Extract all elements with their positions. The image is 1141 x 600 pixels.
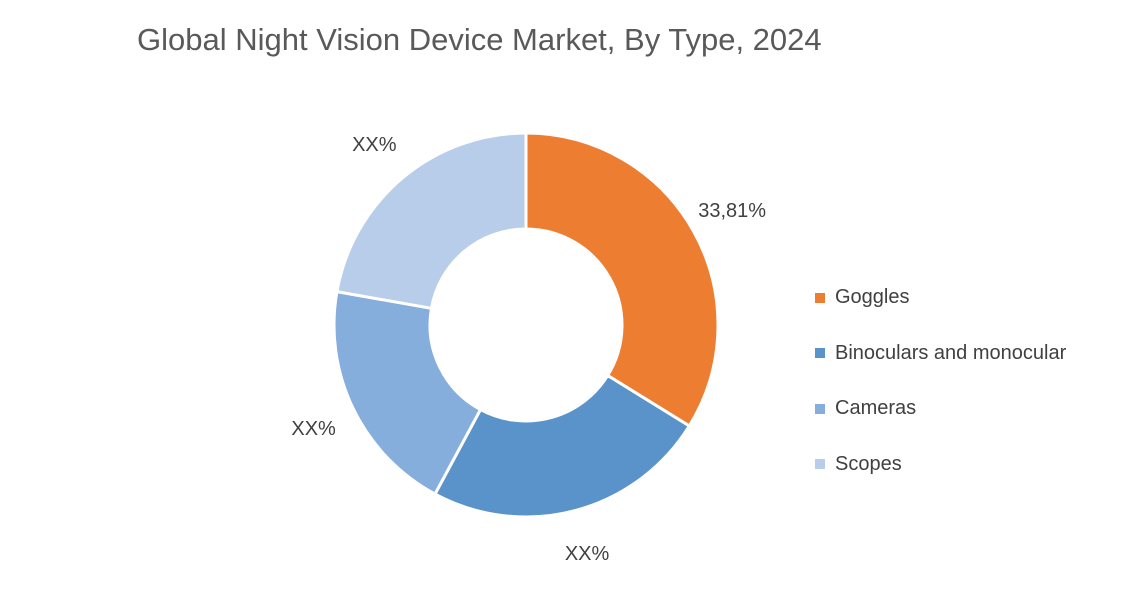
slice-goggles (524, 131, 720, 429)
data-label: XX% (352, 134, 397, 156)
legend-item: Binoculars and monocular (815, 326, 1066, 382)
legend-item: Goggles (815, 270, 1066, 326)
legend-swatch (815, 403, 825, 414)
chart-title: Global Night Vision Device Market, By Ty… (137, 22, 822, 57)
legend: Goggles Binoculars and monocular Cameras Sc… (815, 270, 1066, 492)
legend-swatch (815, 348, 825, 359)
legend-label: Binoculars and monocular (835, 341, 1067, 364)
data-label: 33,81% (698, 200, 766, 222)
slice-cameras (332, 289, 483, 497)
data-label: XX% (291, 418, 336, 440)
data-label: XX% (565, 543, 610, 565)
legend-item: Scopes (815, 437, 1066, 493)
legend-label: Scopes (835, 452, 902, 475)
legend-label: Goggles (835, 286, 910, 309)
legend-swatch (815, 292, 825, 303)
slice-binoculars-and-monocular (432, 373, 692, 519)
legend-swatch (815, 459, 825, 470)
slice-scopes (335, 131, 528, 311)
legend-item: Cameras (815, 381, 1066, 437)
legend-label: Cameras (835, 397, 917, 420)
